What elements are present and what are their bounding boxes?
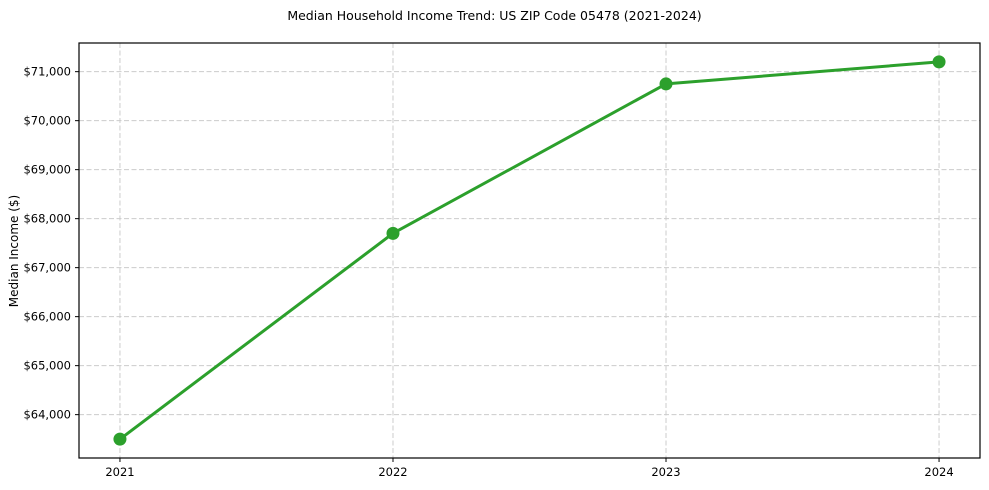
data-point-marker <box>659 77 673 91</box>
data-point-marker <box>932 55 946 69</box>
x-tick-label: 2021 <box>105 465 134 479</box>
plot-border <box>78 42 981 459</box>
chart-title: Median Household Income Trend: US ZIP Co… <box>287 8 702 23</box>
data-point-marker <box>113 432 127 446</box>
income-trend-line <box>118 60 941 441</box>
data-point-marker <box>386 226 400 240</box>
y-tick-label: $70,000 <box>23 114 71 128</box>
x-tick-label: 2024 <box>924 465 953 479</box>
y-tick-label: $66,000 <box>23 310 71 324</box>
x-tick-label: 2023 <box>651 465 680 479</box>
y-tick-label: $69,000 <box>23 163 71 177</box>
y-tick-label: $64,000 <box>23 408 71 422</box>
y-tick-label: $71,000 <box>23 65 71 79</box>
x-tick-label: 2022 <box>378 465 407 479</box>
y-tick-label: $65,000 <box>23 359 71 373</box>
y-tick-label: $67,000 <box>23 261 71 275</box>
y-tick-label: $68,000 <box>23 212 71 226</box>
